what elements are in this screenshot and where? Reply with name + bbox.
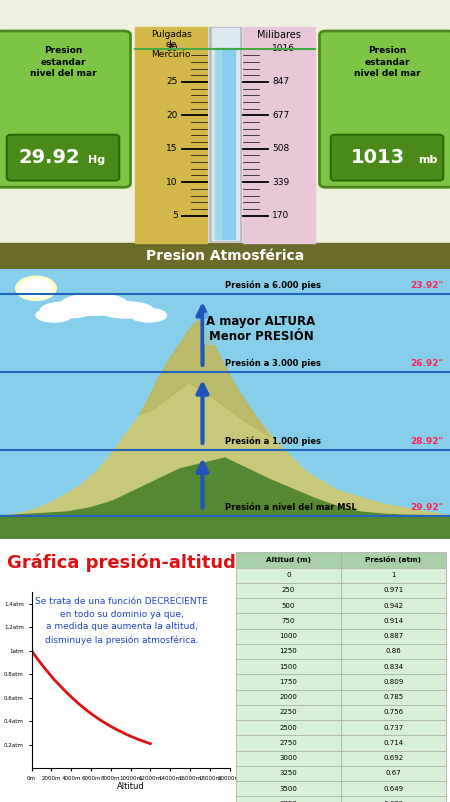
Polygon shape — [0, 321, 450, 539]
Text: Pulgadas
de
Mercurio: Pulgadas de Mercurio — [151, 30, 191, 59]
Text: 170: 170 — [272, 211, 289, 220]
Text: Se trata de una función DECRECIENTE
en todo su dominio ya que,
a medida que aume: Se trata de una función DECRECIENTE en t… — [35, 597, 208, 645]
Text: A mayor ALTURA
Menor PRESIÓN: A mayor ALTURA Menor PRESIÓN — [207, 314, 315, 342]
Text: 847: 847 — [272, 78, 289, 87]
Text: Presión a 6.000 pies: Presión a 6.000 pies — [225, 280, 321, 290]
Ellipse shape — [20, 279, 52, 298]
Bar — [209, 27, 241, 241]
Text: Presion
estandar
nivel del mar: Presion estandar nivel del mar — [354, 46, 420, 79]
Polygon shape — [140, 321, 270, 436]
Ellipse shape — [99, 302, 153, 318]
Text: Presion Atmosférica: Presion Atmosférica — [146, 249, 304, 263]
Text: 1013: 1013 — [351, 148, 405, 167]
Ellipse shape — [36, 309, 72, 322]
Bar — [215, 47, 235, 239]
Text: 15: 15 — [166, 144, 178, 153]
Text: 20: 20 — [166, 111, 178, 119]
Text: mb: mb — [418, 156, 437, 165]
FancyBboxPatch shape — [320, 31, 450, 188]
X-axis label: Altitud: Altitud — [117, 782, 144, 792]
FancyBboxPatch shape — [0, 31, 130, 188]
Text: 1016: 1016 — [272, 44, 295, 53]
Text: 677: 677 — [272, 111, 289, 119]
Bar — [135, 27, 207, 242]
Text: 25: 25 — [166, 78, 178, 87]
Polygon shape — [0, 458, 450, 539]
Bar — [243, 27, 315, 242]
Text: Presion
estandar
nivel del mar: Presion estandar nivel del mar — [30, 46, 96, 79]
Y-axis label: Presión: Presión — [0, 665, 3, 695]
FancyBboxPatch shape — [331, 135, 443, 180]
Text: 5: 5 — [172, 211, 178, 220]
Text: 28.92": 28.92" — [410, 437, 443, 446]
Text: 30: 30 — [166, 44, 178, 53]
Ellipse shape — [61, 294, 128, 315]
Text: Presión a nivel del mar MSL: Presión a nivel del mar MSL — [225, 503, 357, 512]
Bar — [215, 47, 220, 239]
Text: Gráfica presión-altitud: Gráfica presión-altitud — [7, 553, 236, 572]
Text: Hg: Hg — [88, 156, 105, 165]
Text: 29.92": 29.92" — [410, 503, 443, 512]
Bar — [0, 242, 450, 269]
Bar — [212, 28, 239, 240]
Text: 10: 10 — [166, 178, 178, 187]
Text: 26.92": 26.92" — [410, 358, 443, 368]
FancyBboxPatch shape — [7, 135, 119, 180]
Ellipse shape — [40, 302, 94, 318]
Text: Milibares: Milibares — [257, 30, 301, 39]
Text: 508: 508 — [272, 144, 289, 153]
Bar — [0, 525, 450, 539]
Text: 23.92": 23.92" — [410, 281, 443, 290]
Ellipse shape — [16, 276, 56, 301]
Text: 29.92: 29.92 — [19, 148, 80, 167]
Bar — [0, 515, 450, 539]
Text: 339: 339 — [272, 178, 289, 187]
Ellipse shape — [130, 309, 166, 322]
Text: Presión a 1.000 pies: Presión a 1.000 pies — [225, 436, 321, 446]
Text: Presión a 3.000 pies: Presión a 3.000 pies — [225, 358, 321, 368]
